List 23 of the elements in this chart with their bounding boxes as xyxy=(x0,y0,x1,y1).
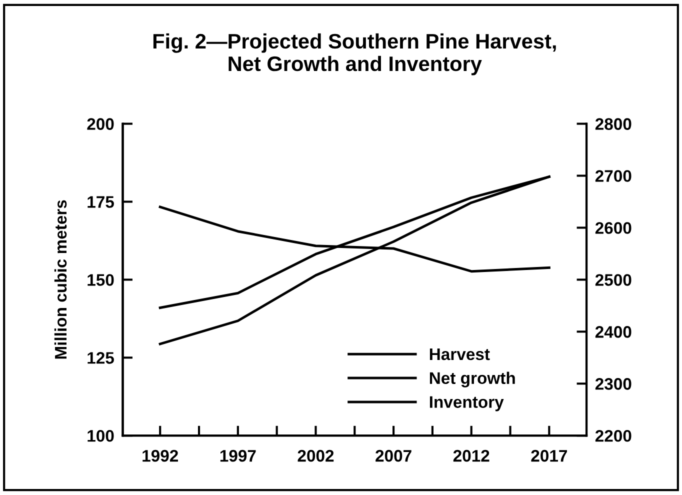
x-tick-label: 1997 xyxy=(220,450,256,462)
legend-label: Inventory xyxy=(430,396,504,412)
legend-label: Net growth xyxy=(430,372,515,388)
x-tick-label: 1992 xyxy=(142,450,178,462)
y2-tick-label: 2200 xyxy=(595,430,632,442)
y-tick-label: 100 xyxy=(88,430,114,442)
x-tick-label: 2007 xyxy=(376,450,412,462)
x-tick-label: 2012 xyxy=(453,450,490,462)
y2-tick-label: 2400 xyxy=(595,326,632,338)
y2-tick-label: 2500 xyxy=(595,274,632,286)
y2-tick-label: 2300 xyxy=(595,378,632,390)
y-tick-label: 200 xyxy=(87,118,114,130)
legend-label: Harvest xyxy=(430,348,490,360)
x-tick-label: 2017 xyxy=(531,450,567,462)
y2-tick-label: 2800 xyxy=(595,118,632,130)
y-axis-title: Million cubic meters xyxy=(54,200,67,359)
y-tick-label: 125 xyxy=(88,352,114,364)
chart-title: Fig. 2—Projected Southern Pine Harvest, Net Growth and Inventory xyxy=(153,33,556,76)
y-tick-label: 175 xyxy=(88,196,114,208)
x-tick-label: 2002 xyxy=(298,450,334,462)
y-tick-label: 150 xyxy=(88,274,114,286)
y2-tick-label: 2700 xyxy=(595,170,632,182)
y2-tick-label: 2600 xyxy=(595,222,632,234)
